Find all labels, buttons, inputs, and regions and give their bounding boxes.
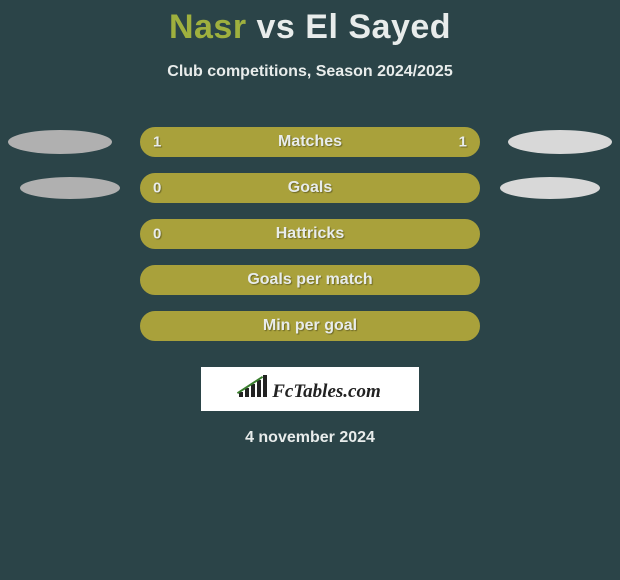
- logo-chart-icon: [239, 375, 267, 397]
- stat-label: Matches: [278, 133, 342, 151]
- stat-label: Hattricks: [276, 225, 344, 243]
- stats-rows: Matches 1 1 Goals 0 Hattricks 0 Goals per match…: [0, 119, 620, 349]
- stat-row: Goals 0: [0, 165, 620, 211]
- stat-value-left: 0: [153, 180, 161, 197]
- stat-value-left: 0: [153, 226, 161, 243]
- left-ellipse: [8, 130, 112, 154]
- logo: FcTables.com: [239, 375, 381, 403]
- page-title: Nasr vs El Sayed: [0, 0, 620, 47]
- stat-value-right: 1: [459, 134, 467, 151]
- player2-name: El Sayed: [305, 8, 451, 46]
- stat-pill: Goals per match: [140, 265, 480, 295]
- stat-row: Matches 1 1: [0, 119, 620, 165]
- stat-label: Goals: [288, 179, 332, 197]
- logo-box: FcTables.com: [201, 367, 419, 411]
- right-ellipse: [508, 130, 612, 154]
- stat-pill: Min per goal: [140, 311, 480, 341]
- stat-pill: Goals 0: [140, 173, 480, 203]
- player1-name: Nasr: [169, 8, 247, 46]
- logo-text: FcTables.com: [272, 381, 381, 403]
- date-text: 4 november 2024: [0, 429, 620, 447]
- comparison-infographic: Nasr vs El Sayed Club competitions, Seas…: [0, 0, 620, 580]
- left-ellipse: [20, 177, 120, 199]
- stat-label: Goals per match: [247, 271, 372, 289]
- right-ellipse: [500, 177, 600, 199]
- vs-text: vs: [257, 8, 296, 46]
- subtitle: Club competitions, Season 2024/2025: [0, 63, 620, 81]
- stat-value-left: 1: [153, 134, 161, 151]
- stat-label: Min per goal: [263, 317, 357, 335]
- stat-row: Goals per match: [0, 257, 620, 303]
- stat-pill: Matches 1 1: [140, 127, 480, 157]
- stat-row: Min per goal: [0, 303, 620, 349]
- stat-pill: Hattricks 0: [140, 219, 480, 249]
- stat-row: Hattricks 0: [0, 211, 620, 257]
